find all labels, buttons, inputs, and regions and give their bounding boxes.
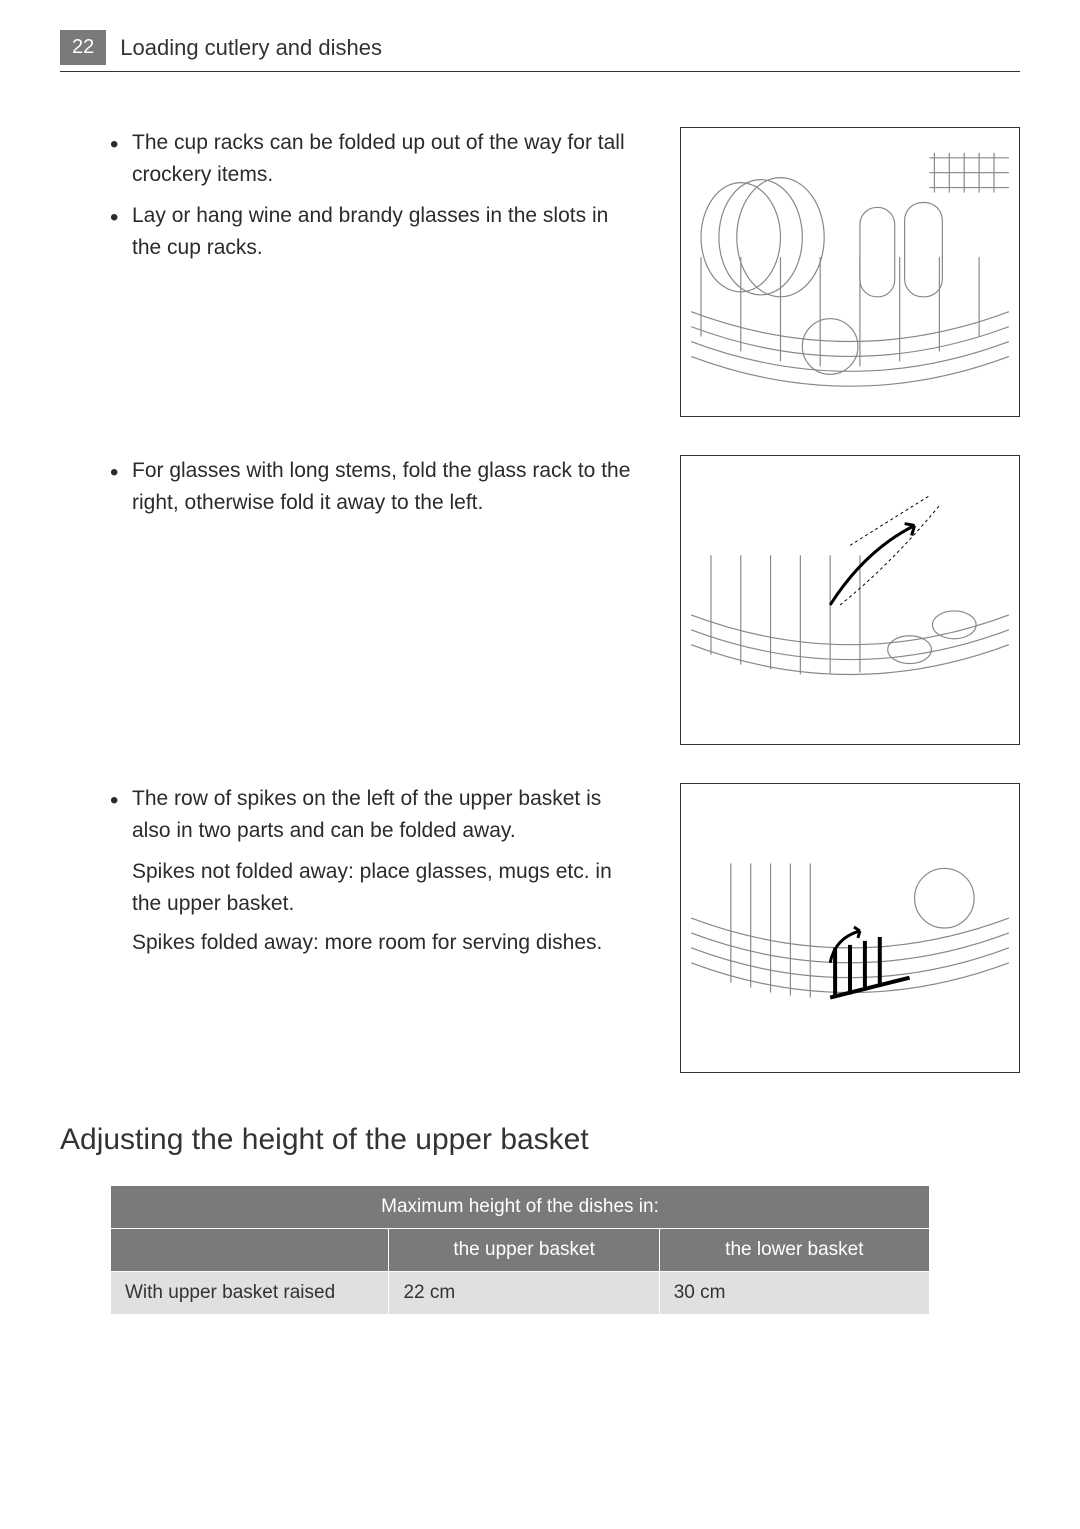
table-header-lower: the lower basket [659, 1229, 929, 1272]
header-section-title: Loading cutlery and dishes [120, 35, 382, 61]
bullet-text: For glasses with long stems, fold the gl… [110, 455, 640, 518]
table-cell: 22 cm [389, 1272, 659, 1315]
table-header-empty [111, 1229, 389, 1272]
bullet-text: Lay or hang wine and brandy glasses in t… [110, 200, 640, 263]
table-cell: 30 cm [659, 1272, 929, 1315]
table-dish-heights: Maximum height of the dishes in: the upp… [110, 1185, 930, 1315]
sub-text: Spikes not folded away: place glasses, m… [110, 856, 640, 919]
section-cup-racks: The cup racks can be folded up out of th… [60, 127, 1020, 417]
bullet-text: The row of spikes on the left of the upp… [110, 783, 640, 846]
table-header-span: Maximum height of the dishes in: [111, 1186, 930, 1229]
heading-adjust-height: Adjusting the height of the upper basket [60, 1123, 1020, 1157]
page-header: 22 Loading cutlery and dishes [60, 30, 1020, 72]
section-glass-rack-fold: For glasses with long stems, fold the gl… [60, 455, 1020, 745]
table-row-label: With upper basket raised [111, 1272, 389, 1315]
illustration-cup-rack [680, 127, 1020, 417]
illustration-spikes-fold [680, 783, 1020, 1073]
illustration-glass-rack-fold [680, 455, 1020, 745]
sub-text: Spikes folded away: more room for servin… [110, 927, 640, 959]
section-spikes: The row of spikes on the left of the upp… [60, 783, 1020, 1073]
page-number: 22 [60, 30, 106, 65]
bullet-text: The cup racks can be folded up out of th… [110, 127, 640, 190]
table-header-upper: the upper basket [389, 1229, 659, 1272]
